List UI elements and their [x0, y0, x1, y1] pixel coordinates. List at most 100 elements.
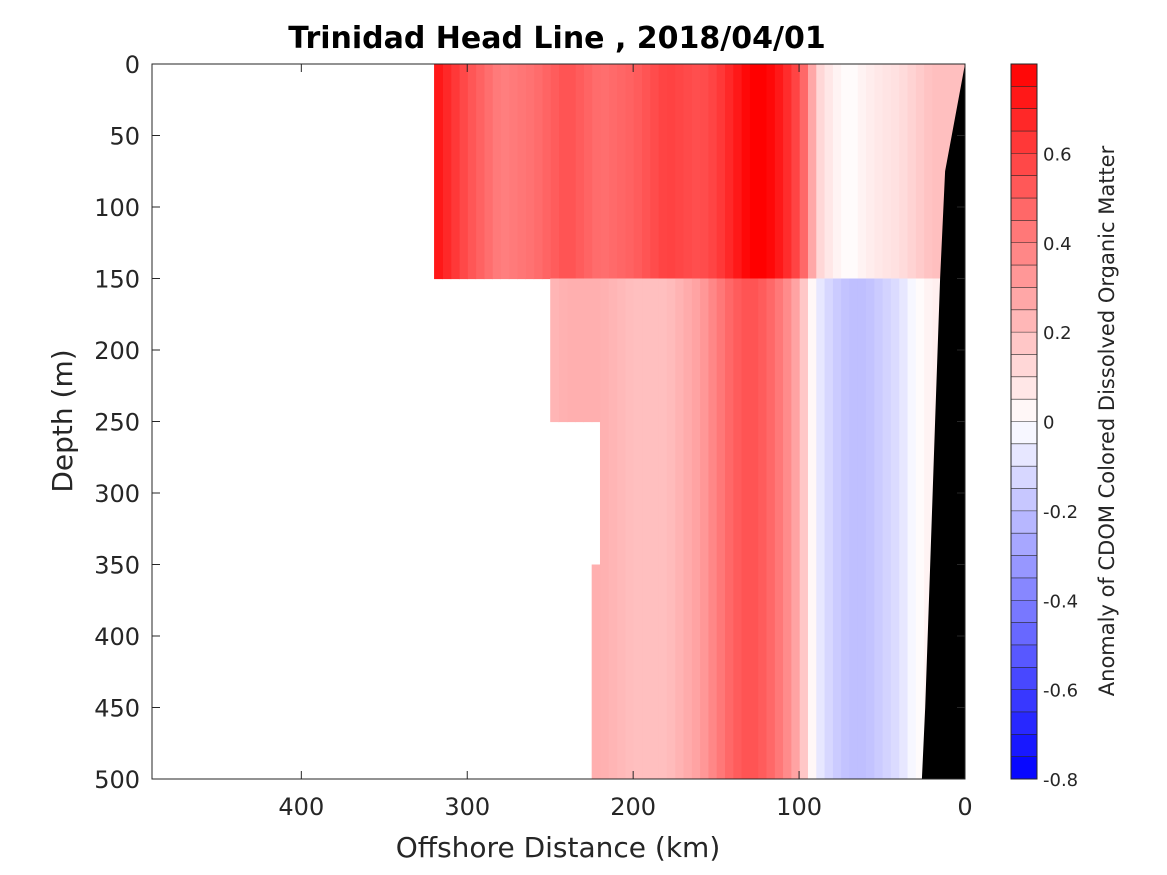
- anomaly-cell: [691, 564, 701, 779]
- anomaly-field: [434, 64, 965, 779]
- colorbar-segment: [1011, 86, 1037, 110]
- anomaly-cell: [749, 278, 759, 423]
- anomaly-cell: [741, 64, 750, 280]
- anomaly-cell: [492, 64, 502, 280]
- anomaly-cell: [599, 421, 609, 566]
- y-tick-label: 300: [94, 480, 140, 508]
- anomaly-cell: [890, 421, 900, 566]
- anomaly-cell: [699, 278, 709, 423]
- anomaly-cell: [575, 278, 584, 423]
- anomaly-cell: [799, 564, 808, 779]
- colorbar-segment: [1011, 108, 1037, 132]
- colorbar-segment: [1011, 667, 1037, 691]
- anomaly-cell: [641, 564, 651, 779]
- colorbar-segment: [1011, 64, 1037, 87]
- anomaly-cell: [599, 278, 609, 423]
- y-tick-label: 450: [94, 695, 140, 723]
- anomaly-cell: [882, 278, 891, 423]
- anomaly-cell: [865, 64, 875, 280]
- anomaly-cell: [873, 64, 883, 280]
- anomaly-cell: [774, 64, 784, 280]
- anomaly-cell: [599, 64, 609, 280]
- colorbar-segment: [1011, 153, 1037, 177]
- colorbar-segment: [1011, 131, 1037, 154]
- anomaly-cell: [865, 564, 875, 779]
- anomaly-cell: [840, 421, 850, 566]
- anomaly-cell: [558, 64, 568, 280]
- anomaly-cell: [882, 421, 891, 566]
- anomaly-cell: [624, 421, 634, 566]
- anomaly-cell: [500, 64, 510, 280]
- anomaly-cell: [840, 278, 850, 423]
- anomaly-cell: [458, 64, 468, 280]
- anomaly-cell: [525, 64, 535, 280]
- anomaly-cell: [857, 278, 867, 423]
- anomaly-cell: [898, 278, 908, 423]
- anomaly-cell: [815, 564, 825, 779]
- colorbar-frame: [1010, 63, 1038, 780]
- anomaly-cell: [674, 278, 684, 423]
- anomaly-cell: [732, 64, 742, 280]
- colorbar-segment: [1011, 332, 1037, 355]
- anomaly-cell: [906, 64, 916, 280]
- colorbar-segment: [1011, 756, 1037, 780]
- colorbar-segment: [1011, 533, 1037, 556]
- colorbar-segment: [1011, 242, 1037, 266]
- anomaly-cell: [832, 421, 842, 566]
- bathymetry-layer: [921, 64, 965, 779]
- anomaly-cell: [658, 64, 667, 280]
- anomaly-cell: [807, 278, 817, 423]
- anomaly-cell: [616, 564, 626, 779]
- anomaly-cell: [823, 421, 833, 566]
- anomaly-cell: [608, 421, 618, 566]
- anomaly-cell: [757, 564, 767, 779]
- anomaly-cell: [591, 64, 601, 280]
- anomaly-cell: [716, 278, 726, 423]
- x-tick-label: 200: [610, 793, 656, 821]
- anomaly-cell: [699, 421, 709, 566]
- anomaly-cell: [633, 64, 643, 280]
- anomaly-cell: [807, 64, 817, 280]
- anomaly-cell: [691, 64, 701, 280]
- anomaly-cell: [707, 278, 717, 423]
- seafloor-bathymetry: [921, 64, 965, 779]
- y-tick-label: 400: [94, 623, 140, 651]
- anomaly-cell: [882, 564, 891, 779]
- colorbar-tick-label: 0.4: [1043, 234, 1072, 255]
- anomaly-cell: [865, 278, 875, 423]
- anomaly-cell: [682, 64, 692, 280]
- anomaly-cell: [682, 564, 692, 779]
- colorbar-tick-label: 0: [1043, 413, 1054, 434]
- anomaly-cell: [857, 64, 867, 280]
- anomaly-cell: [898, 421, 908, 566]
- colorbar-segment: [1011, 309, 1037, 333]
- anomaly-cell: [782, 564, 792, 779]
- anomaly-cell: [641, 421, 651, 566]
- anomaly-cell: [699, 564, 709, 779]
- anomaly-cell: [807, 564, 817, 779]
- anomaly-cell: [508, 64, 518, 280]
- anomaly-cell: [757, 421, 767, 566]
- anomaly-cell: [666, 278, 676, 423]
- anomaly-cell: [633, 564, 643, 779]
- anomaly-cell: [873, 564, 883, 779]
- anomaly-cell: [915, 564, 925, 779]
- anomaly-cell: [931, 64, 941, 280]
- anomaly-cell: [915, 421, 925, 566]
- colorbar-segment: [1011, 510, 1037, 534]
- anomaly-cell: [724, 564, 734, 779]
- anomaly-cell: [666, 421, 676, 566]
- anomaly-cell: [848, 421, 858, 566]
- anomaly-cell: [616, 64, 626, 280]
- anomaly-cell: [790, 64, 800, 280]
- anomaly-cell: [633, 421, 643, 566]
- colorbar-segment: [1011, 711, 1037, 735]
- anomaly-cell: [848, 278, 858, 423]
- anomaly-cell: [774, 278, 784, 423]
- colorbar-segment: [1011, 265, 1037, 288]
- anomaly-cell: [674, 64, 684, 280]
- anomaly-cell: [682, 421, 692, 566]
- anomaly-cell: [674, 421, 684, 566]
- anomaly-cell: [741, 564, 750, 779]
